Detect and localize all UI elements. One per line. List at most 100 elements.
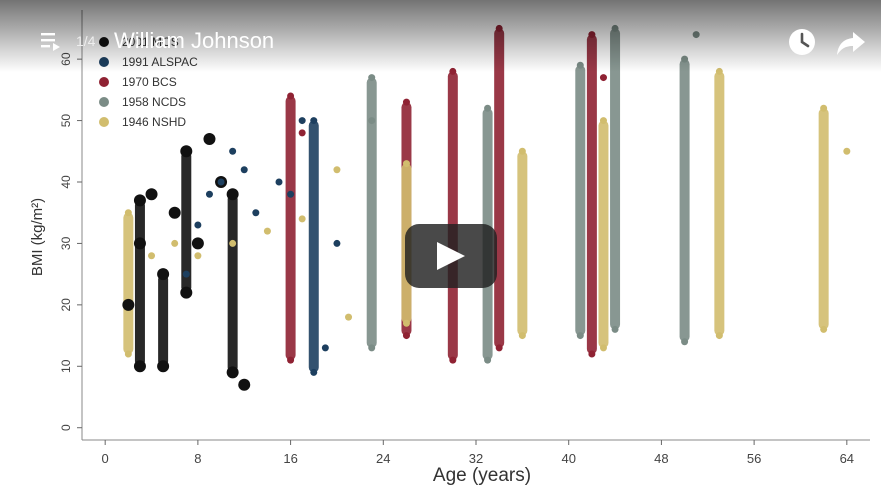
player-top-bar: [0, 0, 881, 72]
x-tick-label: 24: [376, 451, 390, 466]
data-cloud: [181, 151, 192, 293]
data-point: [217, 178, 225, 186]
data-point: [238, 378, 251, 391]
data-point: [157, 360, 170, 373]
data-point: [203, 133, 216, 145]
data-cloud: [158, 274, 169, 367]
data-point: [226, 366, 239, 379]
data-point: [368, 344, 376, 352]
data-point: [681, 338, 689, 346]
x-tick-label: 56: [747, 451, 761, 466]
data-point: [145, 188, 158, 201]
data-point: [229, 239, 237, 247]
data-point: [157, 268, 170, 281]
data-point: [133, 360, 146, 373]
x-tick-label: 32: [469, 451, 483, 466]
y-tick-label: 0: [59, 424, 73, 431]
data-cloud: [285, 96, 296, 361]
y-tick-label: 40: [59, 175, 73, 189]
data-point: [402, 319, 410, 327]
legend-swatch: [99, 97, 109, 107]
data-point: [820, 325, 828, 333]
data-cloud: [366, 77, 377, 348]
data-point: [576, 332, 584, 340]
data-cloud: [227, 194, 238, 373]
data-point: [599, 74, 607, 82]
data-point: [252, 209, 260, 217]
data-point: [402, 160, 410, 168]
playlist-counter: 1/4: [76, 33, 96, 49]
data-point: [194, 221, 202, 229]
data-clouds: [123, 28, 829, 373]
data-point: [263, 227, 271, 235]
data-cloud: [679, 59, 690, 342]
data-point: [588, 350, 596, 358]
data-point: [287, 356, 295, 364]
data-point: [310, 368, 318, 376]
data-point: [368, 74, 376, 82]
data-point: [180, 145, 193, 158]
data-point: [229, 147, 237, 155]
data-point: [298, 215, 306, 223]
data-cloud: [308, 120, 319, 373]
data-point: [124, 350, 132, 358]
playlist-icon[interactable]: [40, 30, 62, 52]
x-tick-label: 8: [194, 451, 201, 466]
legend-swatch: [99, 77, 109, 87]
data-point: [518, 332, 526, 340]
data-point: [402, 98, 410, 106]
data-point: [287, 190, 295, 198]
x-tick-label: 64: [840, 451, 854, 466]
data-point: [599, 117, 607, 125]
video-title[interactable]: William Johnson: [114, 28, 275, 53]
share-arrow-icon[interactable]: [836, 30, 866, 56]
data-point: [611, 325, 619, 333]
data-point: [321, 344, 329, 352]
data-point: [518, 147, 526, 155]
data-point: [715, 332, 723, 340]
y-tick-label: 20: [59, 298, 73, 312]
data-point: [345, 313, 353, 321]
y-axis-label: BMI (kg/m²): [29, 198, 46, 276]
data-point: [133, 194, 146, 207]
data-point: [599, 344, 607, 352]
data-point: [820, 104, 828, 112]
x-tick-label: 0: [102, 451, 109, 466]
data-point: [333, 166, 341, 174]
play-icon: [437, 242, 465, 270]
data-point: [298, 117, 306, 125]
data-point: [484, 356, 492, 364]
data-point: [148, 252, 156, 260]
data-point: [449, 356, 457, 364]
data-point: [122, 298, 135, 311]
data-point: [168, 206, 181, 219]
y-tick-label: 10: [59, 359, 73, 373]
play-button[interactable]: [405, 224, 497, 288]
data-point: [205, 190, 213, 198]
data-cloud: [447, 71, 458, 361]
y-tick-label: 50: [59, 114, 73, 128]
legend-swatch: [99, 117, 109, 127]
x-tick-label: 40: [561, 451, 575, 466]
clock-icon[interactable]: [788, 28, 816, 56]
data-point: [191, 237, 204, 250]
data-point: [287, 92, 295, 100]
data-point: [275, 178, 283, 186]
data-cloud: [610, 28, 621, 330]
data-cloud: [123, 212, 134, 354]
x-axis-label: Age (years): [433, 465, 531, 486]
data-point: [133, 237, 146, 250]
data-cloud: [134, 200, 145, 367]
axis-ticks: 08162432404856640102030405060: [59, 52, 854, 466]
data-cloud: [714, 71, 725, 336]
data-point: [180, 286, 193, 299]
x-tick-label: 16: [283, 451, 297, 466]
data-cloud: [517, 151, 528, 336]
y-tick-label: 30: [59, 236, 73, 250]
x-tick-label: 48: [654, 451, 668, 466]
data-point: [402, 332, 410, 340]
data-point: [182, 270, 190, 278]
data-cloud: [575, 65, 586, 336]
